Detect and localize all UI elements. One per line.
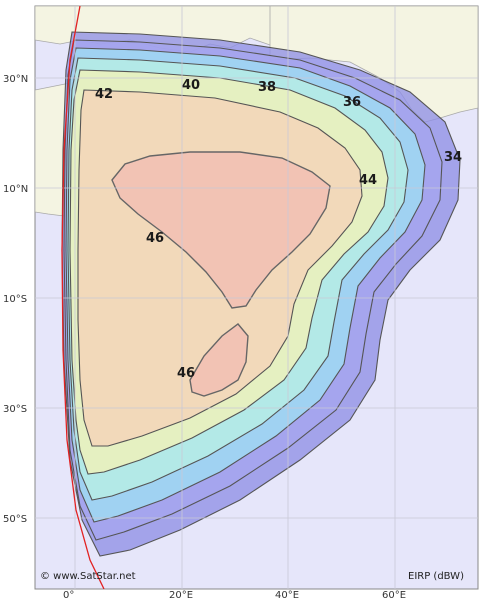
lat-label: 30°S [3,404,27,415]
contour-label-40: 40 [182,78,200,93]
unit-label: EIRP (dBW) [408,571,464,582]
lat-label: 10°N [3,184,28,195]
contour-label-42: 42 [95,87,113,102]
contour-label-38: 38 [258,80,276,95]
lat-label: 30°N [3,74,28,85]
contour-label-46b: 46 [177,366,195,381]
lon-label: 40°E [275,590,299,600]
contour-label-34: 34 [444,150,462,165]
lon-label: 0° [63,590,74,600]
contour-label-44: 44 [359,173,377,188]
latitude-labels: 30°N 10°N 10°S 30°S 50°S [3,74,28,525]
lat-label: 50°S [3,514,27,525]
lon-label: 60°E [382,590,406,600]
longitude-labels: 0° 20°E 40°E 60°E [63,590,406,600]
copyright-text: © www.SatStar.net [40,571,136,582]
contour-label-36: 36 [343,95,361,110]
lon-label: 20°E [169,590,193,600]
contour-label-46a: 46 [146,231,164,246]
lat-label: 10°S [3,294,27,305]
